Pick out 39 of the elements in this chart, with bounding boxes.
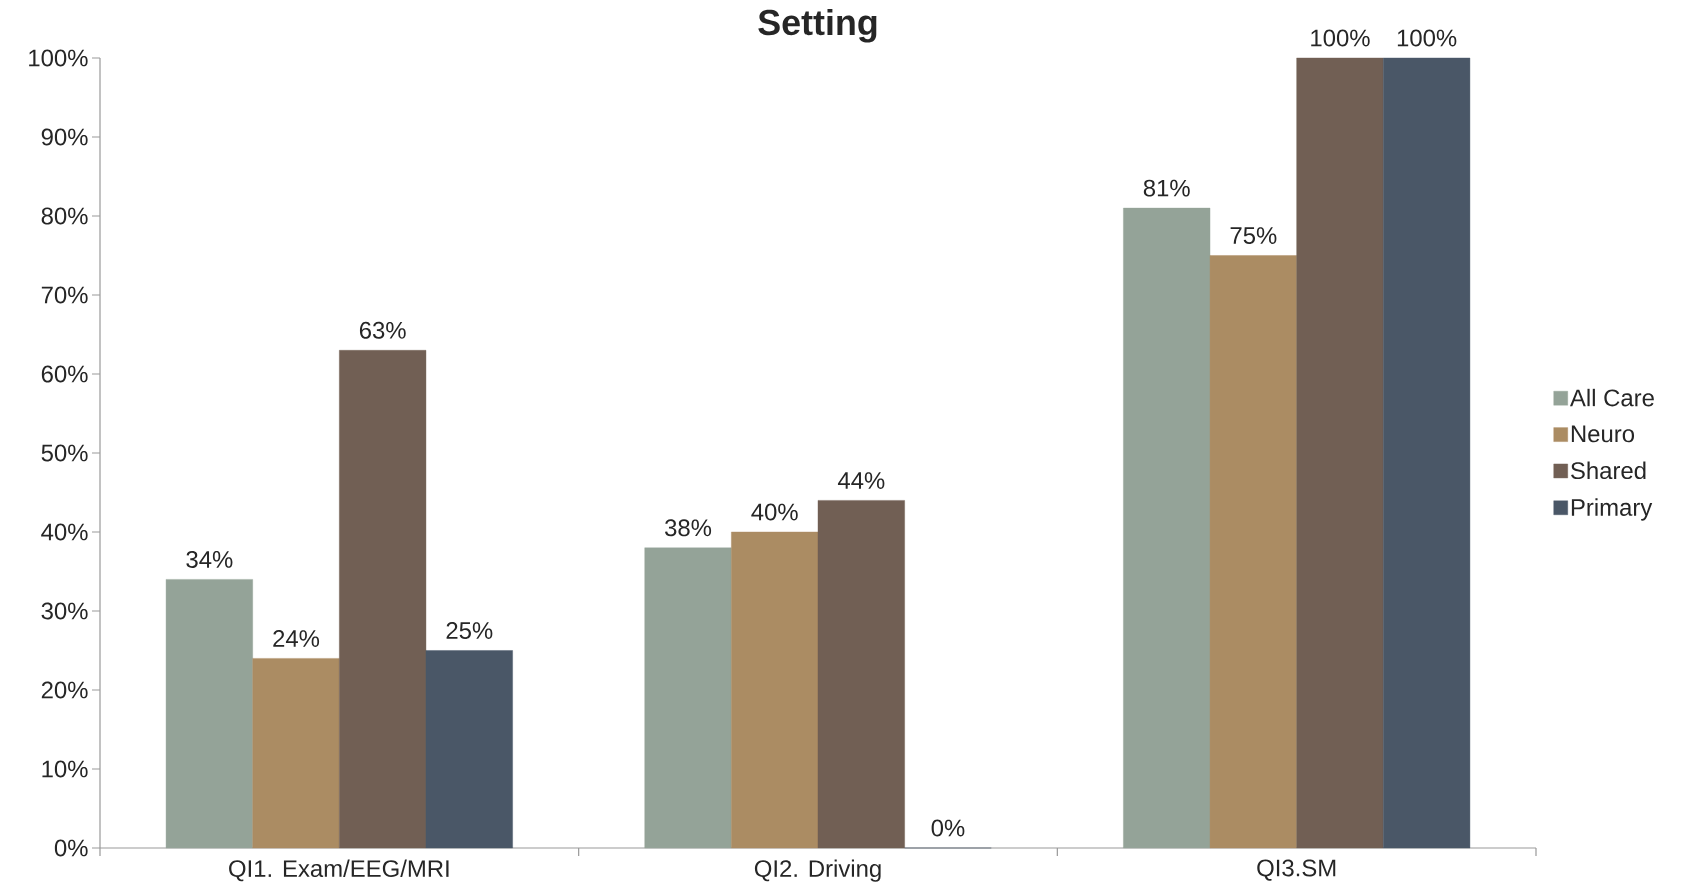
legend-label: Shared xyxy=(1571,461,1646,480)
y-tick-label: 60% xyxy=(41,365,88,383)
data-label: 100% xyxy=(1397,29,1457,47)
x-tick-label: QI2. Driving xyxy=(754,859,881,882)
y-tick-label: 20% xyxy=(41,681,88,699)
data-label: 100% xyxy=(1311,29,1370,47)
data-label: 63% xyxy=(359,321,406,339)
bar xyxy=(1383,57,1471,849)
y-tick-label: 40% xyxy=(41,523,88,541)
legend-label: Neuro xyxy=(1571,425,1635,443)
data-label: 34% xyxy=(186,550,233,568)
data-label: 81% xyxy=(1143,179,1190,197)
chart-title: Setting xyxy=(758,8,877,43)
x-tick-label: QI1. Exam/EEG/MRI xyxy=(229,859,449,882)
bar xyxy=(1209,255,1297,849)
data-label: 24% xyxy=(273,630,320,647)
bar xyxy=(817,500,905,849)
x-tick-label: QI3.SM xyxy=(1257,859,1336,881)
bar xyxy=(339,350,427,849)
data-label: 40% xyxy=(751,503,798,521)
bar xyxy=(252,658,340,849)
bar xyxy=(1296,57,1384,849)
data-label: 38% xyxy=(665,519,712,537)
y-tick-label: 0% xyxy=(54,839,88,857)
data-label: 44% xyxy=(837,472,885,489)
y-tick-label: 90% xyxy=(41,128,88,146)
y-tick-label: 70% xyxy=(41,286,88,304)
data-label: 75% xyxy=(1230,227,1277,244)
y-tick-label: 100% xyxy=(29,49,88,67)
y-tick-label: 10% xyxy=(42,760,88,778)
bar xyxy=(731,531,819,849)
y-tick-label: 50% xyxy=(41,444,88,462)
data-label: 0% xyxy=(931,819,965,837)
bar xyxy=(425,650,513,849)
y-tick-label: 80% xyxy=(41,207,88,225)
y-tick-label: 30% xyxy=(41,602,88,620)
data-label: 25% xyxy=(446,622,493,639)
legend-label: Primary xyxy=(1571,498,1653,521)
legend-label: All Care xyxy=(1569,388,1654,407)
